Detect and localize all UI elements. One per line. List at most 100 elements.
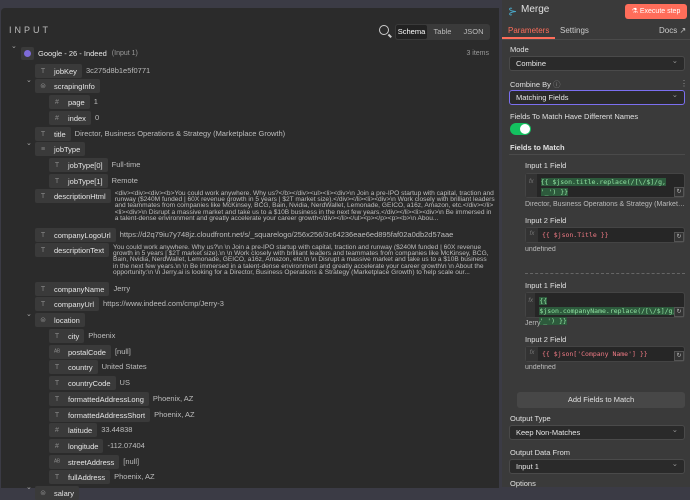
field-value: https://www.indeed.com/cmp/Jerry-3 [103,299,224,308]
pair2-input2-expression[interactable]: fx {{ $json['Company Name'] }} ↻ [525,346,685,362]
field-key[interactable]: # latitude [49,423,98,437]
pair2-input1-label: Input 1 Field [525,281,567,290]
docs-link[interactable]: Docs ↗ [659,26,686,35]
view-json[interactable]: JSON [463,27,484,36]
field-value: Phoenix, AZ [152,394,194,403]
field-key-text: formattedAddressLong [68,394,144,404]
reset-icon[interactable]: ↻ [674,187,684,197]
fx-icon: fx [526,293,536,317]
field-key-text: country [68,362,93,372]
chevron-down-icon[interactable]: ⌄ [26,77,32,84]
field-key[interactable]: # page [49,95,90,109]
text-type-icon: T [54,363,60,371]
view-switcher: Schema Table JSON [395,24,490,40]
execute-label: Execute step [639,8,681,15]
source-tag: (Input 1) [111,50,138,57]
view-table[interactable]: Table [433,27,452,36]
input-title: INPUT [9,25,51,35]
chevron-down-icon[interactable]: ⌄ [26,311,32,318]
field-value: US [119,378,130,387]
add-fields-button[interactable]: Add Fields to Match [517,392,685,408]
field-key-text: index [68,113,86,123]
pair2-input2-result: undefined [525,364,556,371]
pair-divider [525,273,685,274]
chevron-down-icon[interactable]: ⌄ [11,43,17,50]
field-key[interactable]: ⊜ location [35,313,85,327]
field-key-text: location [54,315,80,325]
text-type-icon: T [40,192,46,200]
pair1-input1-expression[interactable]: fx{{ $json.title.replace(/[\/$]/g, '_') … [525,173,685,198]
tab-parameters[interactable]: Parameters [508,26,550,35]
pair1-input2-expression[interactable]: fx {{ $json.Title }} ↻ [525,227,685,243]
mode-select[interactable]: Combine [509,54,685,71]
search-icon[interactable] [379,25,389,35]
reset-icon[interactable]: ↻ [674,307,684,317]
chevron-down-icon[interactable]: ⌄ [26,484,32,491]
schema-field-salary: ⊜ salary [35,486,80,500]
field-key-text: scrapingInfo [54,81,95,91]
field-key[interactable]: ⊜ salary [35,486,80,500]
field-key-text: jobType[1] [68,176,103,186]
help-icon[interactable]: ⓘ [552,80,561,89]
field-value: -112.07404 [107,441,145,450]
reset-icon[interactable]: ↻ [674,351,684,361]
input-panel: INPUT Schema Table JSON ⌄ Google - 26 - … [1,8,499,500]
docs-label: Docs [659,26,678,35]
source-node[interactable]: Google - 26 - Indeed (Input 1) [21,47,138,60]
field-key[interactable]: ⊜ scrapingInfo [35,79,100,93]
tab-settings[interactable]: Settings [560,26,589,35]
field-value: Phoenix, AZ [154,410,195,419]
field-value: 33.44838 [101,425,133,434]
text-type-icon: T [54,395,60,403]
execute-step-button[interactable]: ⚗ Execute step [625,4,687,19]
fields-to-match-label: Fields to Match [510,143,565,152]
schema-field-scrapingInfo: ⊜ scrapingInfo [35,79,100,93]
field-key[interactable]: # longitude [49,439,104,453]
options-label: Options [510,479,536,488]
combine-by-select[interactable]: Matching Fields [509,88,685,105]
more-options-icon[interactable]: ⋮ [680,79,688,88]
combine-by-text: Combine By [510,80,551,89]
field-key-text: jobType [54,144,81,154]
pair1-input2-label: Input 2 Field [525,216,567,225]
expr-text: {{ $json['Company Name'] }} [542,350,648,358]
different-names-toggle[interactable] [510,123,531,135]
field-key[interactable]: ᴬᴮ streetAddress [49,455,120,469]
pair2-input2-label: Input 2 Field [525,335,567,344]
text-type-icon: T [54,332,60,340]
chevron-down-icon[interactable]: ⌄ [26,140,32,147]
pair1-input1-result: Director, Business Operations & Strategy… [525,201,685,208]
field-key[interactable]: # index [49,111,91,125]
view-schema[interactable]: Schema [396,25,427,39]
output-data-from-select[interactable]: Input 1 [509,457,685,474]
field-key[interactable]: ᴬᴮ postalCode [49,345,111,359]
different-names-label: Fields To Match Have Different Names [510,112,639,121]
parameters-panel: ⊱ Merge ⚗ Execute step Parameters Settin… [502,0,690,488]
combine-by-label: Combine By ⓘ [510,79,560,90]
output-type-select[interactable]: Keep Non-Matches [509,423,685,440]
null-type-icon: ᴬᴮ [54,348,61,356]
pair2-input1-expression[interactable]: fx{{ $json.companyName.replace(/[\/$]/g,… [525,292,685,325]
text-type-icon: T [54,161,60,169]
field-key[interactable]: ≡ jobType [35,142,86,156]
reset-icon[interactable]: ↻ [674,232,684,242]
number-type-icon: # [55,426,59,434]
field-key-text: streetAddress [68,457,115,467]
